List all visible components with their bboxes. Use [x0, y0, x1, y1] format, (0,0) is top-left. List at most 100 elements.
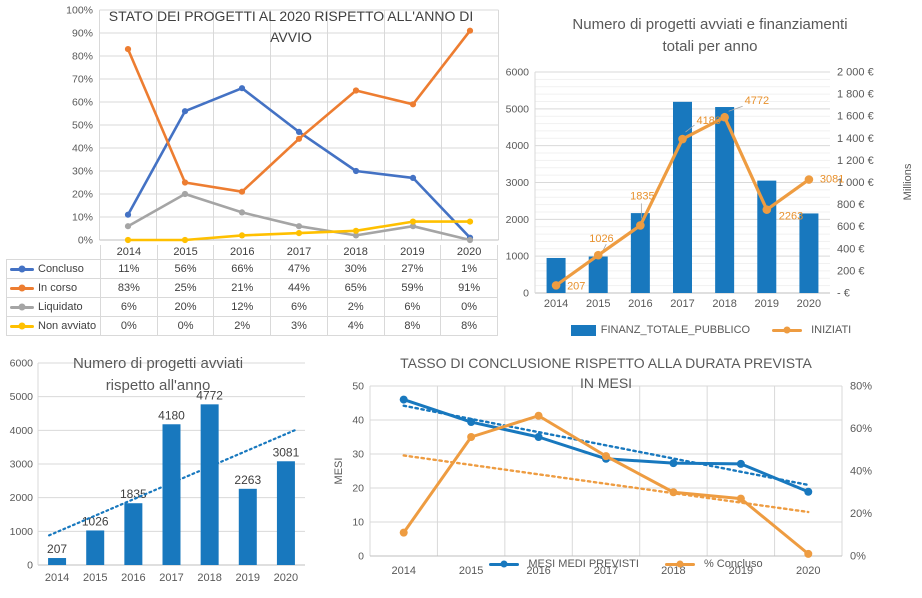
table-series-label: Concluso: [6, 259, 101, 279]
series-line-swatch-icon: [10, 286, 34, 290]
trendline: [47, 428, 299, 537]
left-axis-title: MESI: [333, 458, 345, 485]
right-axis-tick-label: 20%: [850, 508, 872, 520]
table-year-header: 2020: [440, 245, 498, 260]
bar-finanz: [799, 213, 819, 293]
series-MESI MEDI PREVISTI-marker: [399, 395, 408, 404]
data-label: 4772: [745, 95, 769, 107]
series-MESI MEDI PREVISTI-marker: [669, 459, 678, 468]
right-axis-tick-label: 0%: [850, 551, 866, 563]
legend-item-mesi: MESI MEDI PREVISTI: [489, 558, 639, 570]
table-value-cell: 6%: [100, 297, 158, 317]
series-iniziati-marker: [551, 281, 561, 290]
x-axis-tick-label: 2016: [121, 572, 145, 584]
tasso-conclusione-plot: 0 10 20 30 40 50 MESI 0% 20% 40% 60% 80% 2014 2015 201…: [333, 381, 872, 578]
right-axis-title: Millions: [902, 163, 914, 200]
series-Concluso-marker: [238, 85, 246, 92]
left-axis-tick-label: 6000: [506, 67, 530, 79]
data-label: 3081: [273, 445, 300, 459]
x-axis-tick-label: 2018: [712, 298, 736, 310]
y-axis-tick-label: 90%: [72, 28, 93, 40]
right-axis-tick-label: 1 600 €: [837, 111, 874, 123]
legend-label-iniziati: INIZIATI: [811, 324, 852, 336]
data-label-leader-line: [728, 105, 743, 112]
table-series-label: In corso: [6, 278, 101, 298]
series-Non avviato-marker: [466, 218, 474, 225]
data-label: 207: [567, 280, 585, 292]
x-axis-tick-label: 2020: [796, 565, 820, 577]
series-Liquidato-marker: [352, 232, 360, 239]
x-axis-tick-label: 2017: [594, 565, 618, 577]
x-axis-tick-label: 2014: [45, 572, 69, 584]
y-axis-tick-label: 5000: [10, 391, 34, 403]
series-Non avviato-marker: [124, 236, 132, 244]
data-label: 4180: [158, 408, 185, 422]
series-Liquidato-marker: [124, 223, 132, 230]
right-axis-tick-label: 40%: [850, 466, 872, 478]
series-MESI MEDI PREVISTI-marker: [534, 433, 543, 441]
bar-avviati: [238, 488, 257, 565]
table-value-cell: 0%: [100, 316, 158, 336]
series-% Concluso-marker: [736, 494, 745, 503]
table-year-header: 2014: [100, 245, 158, 260]
data-label: 4772: [196, 388, 223, 402]
series-Concluso-marker: [181, 108, 189, 115]
series-In corso-marker: [466, 27, 474, 34]
series-% Concluso-marker: [804, 549, 813, 558]
bar-finanz: [546, 257, 566, 293]
series-line-swatch-icon: [10, 267, 34, 271]
trendline-% Concluso: [402, 454, 810, 514]
series-In corso-marker: [352, 87, 360, 94]
bar-avviati: [200, 404, 219, 565]
left-axis-tick-label: 40: [352, 415, 364, 427]
table-series-label: Non avviato: [6, 316, 101, 336]
table-value-cell: 30%: [326, 259, 385, 279]
chart-stato-progetti: 0% 10% 20% 30% 40% 50% 60% 70% 80% 90% 100% STATO …: [0, 0, 500, 345]
table-value-cell: 3%: [270, 316, 328, 336]
right-axis-tick-label: 80%: [850, 381, 872, 393]
right-axis-tick-label: 400 €: [837, 243, 865, 255]
bar-finanz: [757, 180, 777, 293]
series-In corso-marker: [295, 135, 303, 142]
y-axis-tick-label: 6000: [10, 358, 34, 370]
x-axis-tick-label: 2014: [391, 565, 415, 577]
bar-finanz: [630, 213, 650, 293]
series-In corso-marker: [181, 179, 189, 186]
bar-finanz: [673, 101, 692, 294]
x-axis-tick-label: 2019: [729, 565, 753, 577]
series-Non avviato-marker: [295, 230, 303, 237]
series-MESI MEDI PREVISTI-marker: [736, 459, 745, 468]
series-Liquidato-marker: [409, 223, 417, 230]
series-iniziati-marker: [762, 205, 772, 214]
left-axis-tick-label: 0: [358, 551, 364, 563]
series-Liquidato-marker: [238, 209, 246, 216]
table-value-cell: 20%: [156, 297, 215, 317]
table-year-header: 2019: [383, 245, 442, 260]
x-axis-tick-label: 2019: [755, 298, 779, 310]
table-value-cell: 59%: [383, 278, 442, 298]
table-row: Liquidato 6% 20% 12% 6% 2% 6% 0%: [6, 297, 498, 317]
series-In corso-marker: [409, 101, 417, 108]
y-axis-tick-label: 60%: [72, 97, 93, 109]
series-Concluso-marker: [409, 174, 417, 181]
bar-avviati: [276, 461, 295, 565]
right-axis-tick-label: 2 000 €: [837, 67, 874, 79]
left-axis-tick-label: 10: [352, 517, 364, 529]
data-label-leader-line: [685, 124, 695, 133]
series-% Concluso-marker: [399, 528, 408, 537]
x-axis-tick-label: 2018: [661, 565, 685, 577]
table-value-cell: 0%: [156, 316, 215, 336]
table-value-cell: 11%: [100, 259, 158, 279]
table-value-cell: 6%: [270, 297, 328, 317]
table-year-header: 2016: [213, 245, 272, 260]
avviati-anno-plot: 0 1000 2000 3000 4000 5000 6000 207 1026 1835 4180…: [10, 358, 305, 584]
table-value-cell: 47%: [270, 259, 328, 279]
left-axis-tick-label: 3000: [506, 177, 530, 189]
y-axis-tick-label: 10%: [72, 212, 93, 224]
y-axis-tick-label: 2000: [10, 492, 34, 504]
x-axis-tick-label: 2018: [197, 572, 221, 584]
y-axis-tick-label: 3000: [10, 459, 34, 471]
series-Concluso-marker: [352, 167, 360, 175]
right-axis-tick-label: 1 800 €: [837, 89, 874, 101]
chart-avviati-anno: 0 1000 2000 3000 4000 5000 6000 207 1026 1835 4180…: [0, 345, 330, 598]
